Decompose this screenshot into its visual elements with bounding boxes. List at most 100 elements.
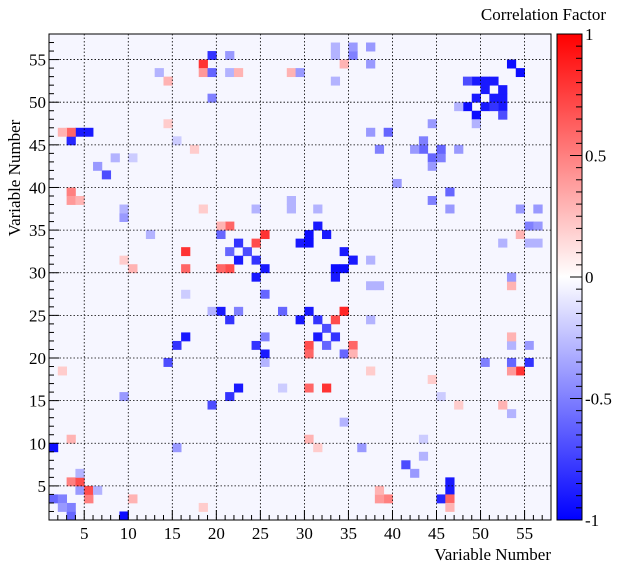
heatmap-cell: [233, 68, 244, 78]
x-tick-label: 30: [296, 524, 313, 543]
heatmap-cell: [383, 127, 393, 137]
heatmap-cell: [216, 306, 226, 316]
heatmap-cell: [427, 196, 437, 205]
heatmap-cell: [322, 340, 332, 350]
colorbar-ticks: -1 -0.5 0 0.5 1: [570, 25, 612, 530]
heatmap-cell: [322, 383, 332, 393]
heatmap-cell: [418, 434, 429, 444]
heatmap-cell: [524, 358, 534, 367]
colorbar-tick-label: -0.5: [585, 390, 612, 409]
grid-lines: [49, 34, 551, 520]
heatmap-cell: [454, 400, 464, 410]
heatmap-cell: [198, 502, 208, 512]
heatmap-cell: [418, 144, 429, 154]
heatmap-cell: [225, 247, 235, 257]
heatmap-cell: [374, 144, 385, 154]
heatmap-cell: [374, 281, 385, 291]
y-tick-label: 35: [29, 221, 46, 240]
heatmap-cell: [119, 204, 129, 214]
heatmap-cell: [498, 238, 508, 248]
heatmap-cell: [498, 400, 508, 410]
heatmap-cell: [172, 443, 182, 453]
heatmap-cell: [401, 460, 411, 470]
heatmap-cell: [445, 485, 455, 495]
heatmap-cell: [348, 51, 358, 60]
x-tick-label: 35: [340, 524, 357, 543]
heatmap-cell: [84, 127, 94, 137]
heatmap-cell: [119, 255, 129, 265]
heatmap-cell: [445, 477, 455, 487]
heatmap-cell: [189, 144, 200, 154]
heatmap-cell: [110, 153, 120, 163]
heatmap-cell: [330, 264, 341, 274]
heatmap-cell: [84, 494, 94, 504]
heatmap-cell: [207, 68, 217, 78]
heatmap-cell: [462, 76, 473, 86]
heatmap-cell: [533, 221, 543, 231]
heatmap-cell: [524, 221, 534, 231]
heatmap-cell: [75, 468, 85, 478]
heatmap-cell: [330, 76, 341, 86]
heatmap-cell: [207, 51, 217, 60]
x-tick-label: 50: [472, 524, 489, 543]
heatmap-cell: [506, 59, 517, 69]
x-tick-label: 15: [164, 524, 181, 543]
heatmap-cell: [233, 255, 244, 265]
heatmap-cell: [225, 221, 235, 231]
heatmap-cell: [515, 230, 525, 240]
heatmap-cell: [471, 76, 481, 86]
heatmap-cell: [427, 119, 437, 129]
heatmap-cell: [348, 42, 358, 52]
heatmap-cell: [313, 204, 323, 214]
y-tick-label: 40: [29, 178, 46, 197]
colorbar-title: Correlation Factor: [481, 5, 606, 24]
heatmap-cell: [506, 358, 517, 367]
heatmap-cell: [295, 68, 305, 78]
heatmap-cell: [330, 332, 341, 342]
colorbar: [556, 33, 583, 521]
y-axis-ticks: 5 10 15 20 25 30 35 40 45 50 55: [29, 33, 59, 521]
heatmap-cell: [198, 68, 208, 78]
heatmap-cell: [304, 306, 314, 316]
heatmap-cell: [75, 485, 85, 495]
heatmap-cell: [498, 85, 508, 95]
heatmap-cell: [339, 306, 349, 316]
heatmap-cell: [515, 366, 525, 376]
heatmap-cell: [366, 127, 376, 137]
heatmap-cell: [374, 494, 385, 504]
heatmap-cell: [66, 434, 76, 444]
heatmap-cell: [286, 204, 296, 214]
heatmap-cell: [471, 93, 481, 103]
heatmap-cell: [445, 187, 455, 197]
heatmap-cell: [357, 443, 367, 453]
heatmap-cell: [366, 59, 376, 69]
heatmap-cell: [313, 443, 323, 453]
y-tick-label: 15: [29, 392, 46, 411]
heatmap-cell: [498, 93, 508, 103]
heatmap-cell: [410, 468, 420, 478]
heatmap-cell: [57, 502, 68, 512]
heatmap-cell: [119, 213, 129, 222]
heatmap-cell: [366, 42, 376, 52]
heatmap-cell: [471, 119, 481, 129]
heatmap-cell: [489, 76, 499, 86]
heatmap-cell: [251, 340, 261, 350]
heatmap-cell: [216, 230, 226, 240]
heatmap-cell: [348, 340, 358, 350]
heatmap-cell: [260, 358, 270, 367]
heatmap-cell: [515, 68, 525, 78]
heatmap-cell: [84, 485, 94, 495]
heatmap-cell: [471, 110, 481, 120]
plot-background: [49, 34, 551, 520]
heatmap-cell: [225, 68, 235, 78]
heatmap-cell: [313, 332, 323, 342]
heatmap-cell: [304, 349, 314, 359]
heatmap-cell: [286, 196, 296, 205]
heatmap-cell: [506, 340, 517, 350]
heatmap-cell: [330, 315, 341, 325]
heatmap-cell: [454, 102, 464, 112]
heatmap-cell: [480, 85, 490, 95]
heatmap-cell: [225, 264, 235, 274]
y-tick-label: 5: [38, 477, 47, 496]
heatmap-cell: [286, 68, 296, 78]
